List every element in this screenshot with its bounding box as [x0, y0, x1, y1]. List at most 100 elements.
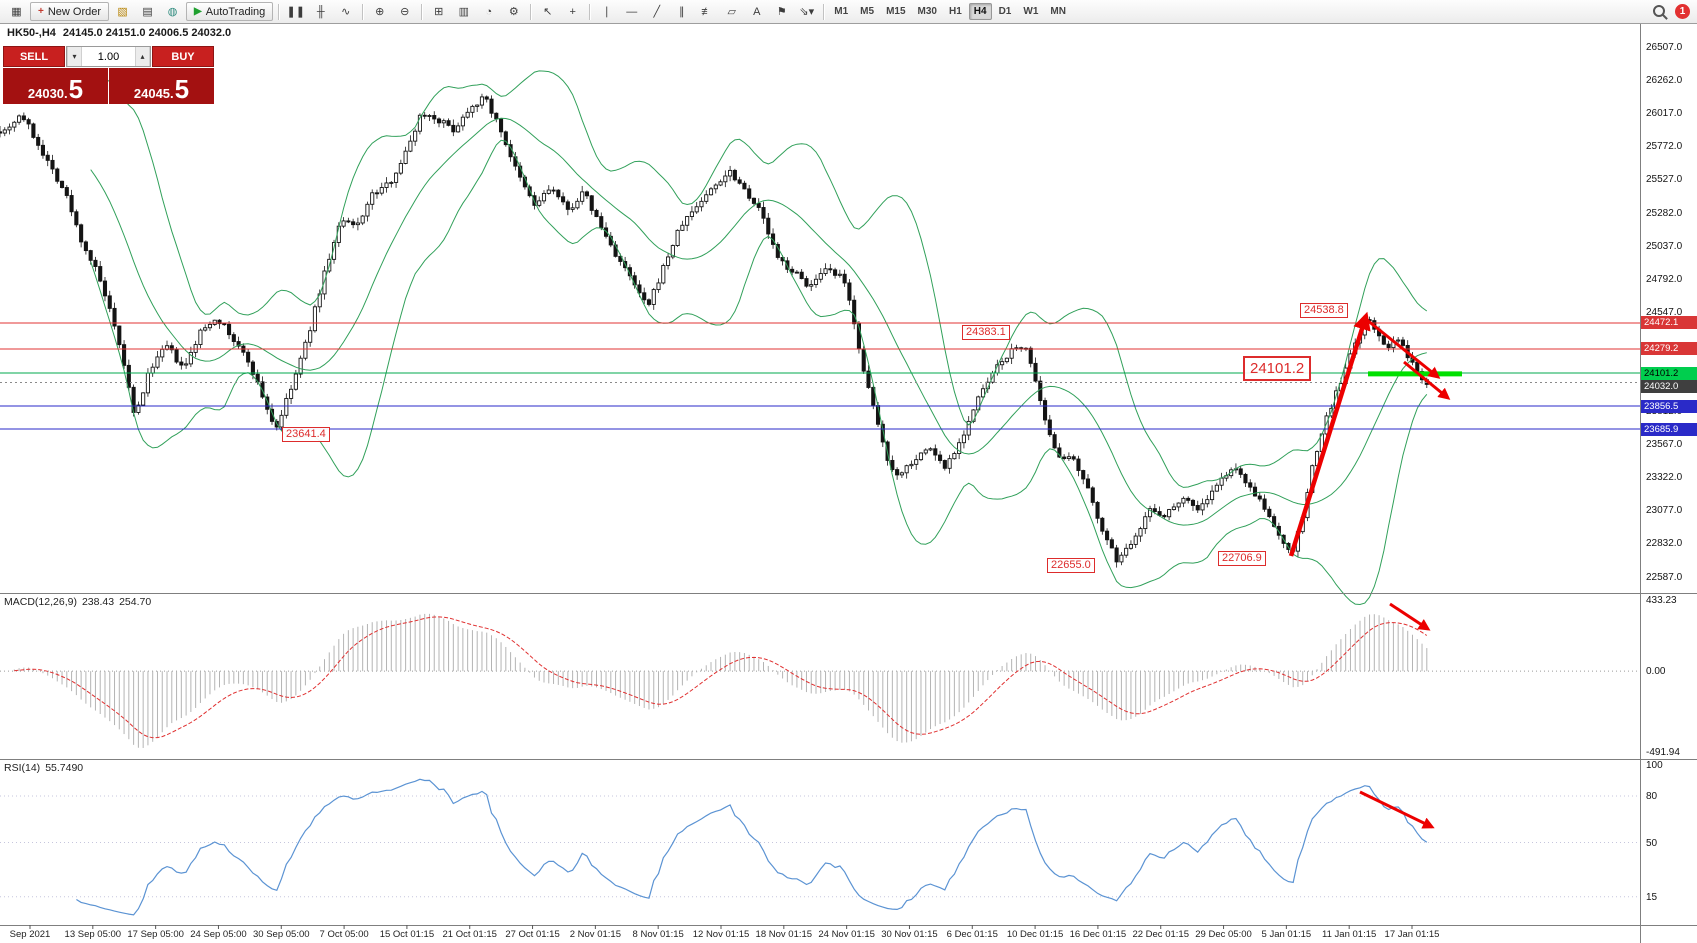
timeframe-button-m1[interactable]: M1 — [834, 6, 849, 17]
macd-indicator-label: MACD(12,26,9) 238.43 254.70 — [4, 596, 151, 608]
price-axis-label: 25282.0 — [1646, 207, 1683, 219]
candlestick-series — [0, 93, 1429, 568]
timeframe-button-w1[interactable]: W1 — [1023, 6, 1039, 17]
cursor-icon[interactable]: ↖ — [543, 5, 553, 18]
price-axis-label: 25527.0 — [1646, 174, 1683, 186]
buy-price[interactable]: 24045. 5 — [109, 68, 214, 104]
timeframe-button-mn[interactable]: MN — [1050, 6, 1066, 17]
line-chart-icon[interactable]: ∿ — [341, 5, 351, 18]
price-annotation[interactable]: 24383.1 — [962, 325, 1010, 340]
globe-icon[interactable]: ◍ — [167, 5, 178, 18]
macd-signal-line — [14, 616, 1428, 739]
price-axis-label: 23567.0 — [1646, 439, 1683, 451]
price-tag-blue: 23856.5 — [1641, 399, 1697, 413]
volume-decrease-button[interactable]: ▾ — [67, 47, 82, 66]
fibonacci-icon[interactable]: ≢ — [701, 5, 713, 18]
macd-down-arrow — [1389, 602, 1431, 631]
timeframe-button-h1[interactable]: H1 — [948, 6, 962, 17]
time-axis-label: 11 Jan 01:15 — [1322, 929, 1377, 940]
macd-name: MACD(12,26,9) — [4, 596, 77, 608]
buy-button[interactable]: BUY — [152, 46, 214, 67]
toolbar-separator — [589, 3, 591, 20]
price-annotation[interactable]: 24538.8 — [1300, 303, 1348, 318]
new-order-button-label: New Order — [47, 5, 102, 18]
price-axis-label: 26017.0 — [1646, 108, 1683, 120]
time-axis-label: 30 Sep 05:00 — [253, 929, 310, 940]
toolbar-separator — [823, 3, 825, 20]
bar-chart-icon[interactable]: ❚❚ — [286, 5, 305, 18]
notification-badge[interactable]: 1 — [1675, 4, 1690, 19]
time-axis-label: 16 Dec 01:15 — [1069, 929, 1127, 940]
volume-input[interactable] — [82, 47, 135, 66]
price-annotation[interactable]: 24101.2 — [1243, 356, 1312, 381]
time-axis-label: 7 Oct 05:00 — [319, 929, 369, 940]
candlestick-chart-icon[interactable]: ╫ — [316, 5, 325, 18]
chart-ohlc-values: 24145.0 24151.0 24006.5 24032.0 — [62, 27, 232, 39]
sell-price[interactable]: 24030. 5 — [3, 68, 108, 104]
rsi-scale-label: 15 — [1646, 891, 1658, 903]
price-axis-label: 24792.0 — [1646, 273, 1683, 285]
macd-value-2: 254.70 — [119, 596, 152, 608]
volume-increase-button[interactable]: ▴ — [135, 47, 150, 66]
volume-control: ▾ ▴ — [66, 46, 151, 67]
price-annotation[interactable]: 22706.9 — [1218, 551, 1266, 566]
rsi-value: 55.7490 — [45, 762, 84, 774]
horizontal-line-icon[interactable]: — — [626, 5, 638, 18]
time-axis-label: 5 Jan 01:15 — [1261, 929, 1312, 940]
tile-windows-icon[interactable]: ⊞ — [434, 5, 444, 18]
crosshair-icon[interactable]: + — [569, 5, 576, 18]
toolbar-separator — [421, 3, 423, 20]
timeframe-button-m30[interactable]: M30 — [917, 6, 937, 17]
time-axis-label: 15 Oct 01:15 — [379, 929, 435, 940]
time-axis-label: 27 Oct 01:15 — [505, 929, 560, 940]
zoom-out-icon[interactable]: ⊖ — [400, 5, 410, 18]
search-icon[interactable] — [1653, 4, 1665, 17]
new-order-button[interactable]: + New Order — [30, 2, 110, 21]
bollinger-bands — [90, 70, 1428, 606]
shapes-icon[interactable]: ▱ — [727, 5, 736, 18]
time-axis-label: 21 Oct 01:15 — [442, 929, 497, 940]
time-axis-label: 17 Sep 05:00 — [127, 929, 184, 940]
decline-arrow-1 — [1366, 318, 1441, 379]
sell-button[interactable]: SELL — [3, 46, 65, 67]
macd-value-1: 238.43 — [81, 596, 115, 608]
rsi-scale-label: 80 — [1646, 791, 1658, 802]
text-icon[interactable]: A — [753, 5, 761, 18]
toolbar-separator — [530, 3, 532, 20]
time-axis-label: 12 Nov 01:15 — [692, 929, 750, 940]
timeframe-button-m15[interactable]: M15 — [886, 6, 906, 17]
autotrading-button-icon: ▶ — [194, 6, 202, 17]
package-icon[interactable]: ▧ — [117, 5, 128, 18]
channel-icon[interactable]: ∥ — [679, 5, 685, 18]
profiles-icon[interactable]: ▤ — [142, 5, 153, 18]
trend-arrows[interactable] — [1288, 311, 1451, 829]
trendline-icon[interactable]: ╱ — [653, 5, 661, 18]
rsi-indicator-label: RSI(14) 55.7490 — [4, 762, 83, 774]
new-chart-icon[interactable]: ▥ — [458, 5, 469, 18]
time-axis-label: 6 Dec 01:15 — [946, 929, 998, 940]
rally-up-arrow — [1288, 311, 1371, 557]
label-icon[interactable]: ⚑ — [776, 5, 787, 18]
chart-ohlc-header: HK50-,H4 24145.0 24151.0 24006.5 24032.0 — [7, 27, 231, 39]
timeframe-button-d1[interactable]: D1 — [998, 6, 1012, 17]
autotrading-button[interactable]: ▶ AutoTrading — [186, 2, 274, 21]
time-axis-label: 8 Nov 01:15 — [632, 929, 684, 940]
vertical-line-icon[interactable]: ∣ — [604, 5, 610, 18]
zoom-in-icon[interactable]: ⊕ — [375, 5, 385, 18]
price-annotation[interactable]: 23641.4 — [282, 427, 330, 442]
price-annotation[interactable]: 22655.0 — [1047, 558, 1095, 573]
period-icon[interactable]: ◔ — [485, 5, 493, 18]
time-axis-label: 24 Nov 01:15 — [818, 929, 875, 940]
time-axis-label: 29 Dec 05:00 — [1195, 929, 1252, 940]
time-axis-label: 13 Sep 05:00 — [64, 929, 122, 940]
chart-window-icon[interactable]: ▦ — [11, 5, 22, 18]
timeframe-button-m5[interactable]: M5 — [860, 6, 875, 17]
arrows-dropdown-icon[interactable]: ⇘▾ — [799, 5, 815, 18]
price-axis-label: 26262.0 — [1646, 75, 1683, 87]
timeframe-button-h4[interactable]: H4 — [968, 3, 992, 20]
chart-settings-icon[interactable]: ⚙ — [508, 5, 519, 18]
time-axis-label: 18 Nov 01:15 — [755, 929, 813, 940]
time-axis-label: 2 Nov 01:15 — [569, 929, 621, 940]
